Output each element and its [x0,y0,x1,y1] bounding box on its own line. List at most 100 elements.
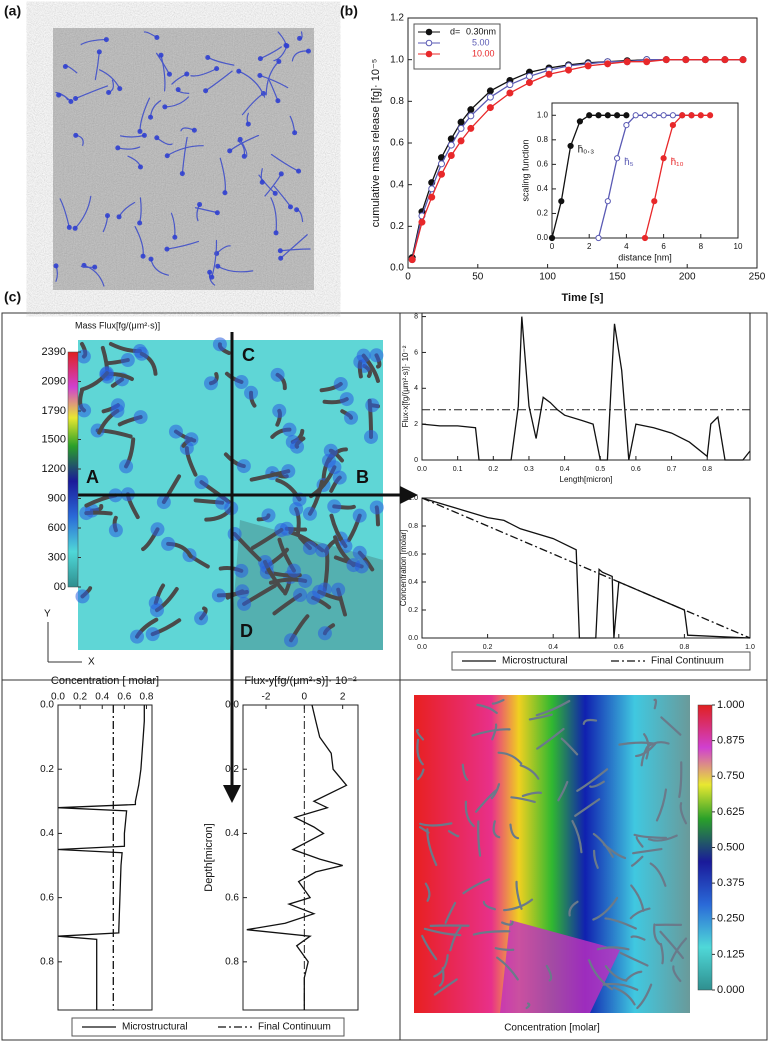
y-axis-label: scaling function [520,139,530,201]
fiber-node [353,546,367,560]
fiber-node [167,72,172,77]
colorbar-tick-label: 600 [48,522,66,534]
series-marker [670,122,675,127]
series-marker [661,156,666,161]
y-tick-label: 0.8 [225,956,239,967]
fiber-node [274,523,288,537]
fiber-node [121,353,135,367]
x-tick-label: 0.5 [595,466,605,473]
panel-label: (b) [340,3,358,19]
legend-marker [426,51,432,57]
fiber-node [184,432,198,446]
fiber-node [97,49,102,54]
x-tick-label: 0.3 [524,466,534,473]
fiber [655,700,656,709]
fiber-node [215,496,229,510]
arrow-head [223,785,241,803]
plot-frame [58,705,152,1010]
fiber-node [290,440,304,454]
colorbar-tick-label: 0.625 [717,806,745,818]
fiber-node [194,475,208,489]
series-marker [615,156,620,161]
x-tick-label: 0.7 [667,466,677,473]
colorbar-tick-label: 2390 [42,346,66,358]
fiber-node [281,464,295,478]
series-marker [702,57,708,63]
fiber-node [197,202,202,207]
fiber-node [79,506,93,520]
fiber-node [357,349,371,363]
series-marker [429,194,435,200]
series-marker [507,90,513,96]
fiber-node [284,43,289,48]
x-tick-label: 4 [624,242,629,251]
colorbar-tick-label: 0.500 [717,841,745,853]
fiber-node [274,230,279,235]
series-marker [439,161,445,167]
x-tick-label: 0.6 [631,466,641,473]
fiber-node [234,375,248,389]
fiber-node [340,392,354,406]
fiber-node [215,264,220,269]
fiber-node [346,558,360,572]
fiber-node [237,597,251,611]
y-tick-label: 0.0 [40,700,54,711]
series-marker [652,199,657,204]
fiber-node [106,90,111,95]
legend-title: d= [450,26,460,36]
y-tick-label: 0.4 [225,828,239,839]
fiber-node [184,72,189,77]
fiber-node [244,386,258,400]
series-marker [487,105,493,111]
fiber-node [278,256,283,261]
fiber-node [353,509,367,523]
fiber-node [134,410,148,424]
series-marker [642,113,647,118]
series-marker [740,57,746,63]
y-tick-label: 6 [414,349,418,356]
fiber-node [213,337,227,351]
series-marker [559,199,564,204]
series-marker [661,113,666,118]
series-marker [680,113,685,118]
fiber-node [278,248,283,253]
fiber-node [117,214,122,219]
series-marker [507,82,513,88]
series-marker [448,153,454,159]
fiber-node [292,130,297,135]
series-marker [468,125,474,131]
y-tick-label: 0.2 [408,607,418,614]
fiber-node [237,459,251,473]
fiber-node [117,86,122,91]
fiber-node [324,444,338,458]
plot-frame [422,313,750,460]
fiber-node [135,347,149,361]
fiber-node [115,145,120,150]
point-label: D [240,621,253,641]
fiber-node [282,423,296,437]
y-tick-label: 0.2 [390,221,404,232]
fiber-node [161,537,175,551]
x-tick-label: 0.2 [73,692,87,703]
fiber-node [279,171,284,176]
y-tick-label: 0.2 [537,209,549,218]
x-axis-label: Time [s] [562,292,604,304]
colorbar [68,352,78,587]
fiber-node [154,135,159,140]
fiber-node [154,35,159,40]
fiber-node [63,64,68,69]
colorbar-tick-label: 0.125 [717,948,745,960]
colorbar-tick-label: 0.000 [717,984,745,996]
fiber-node [293,588,307,602]
fiber-node [192,128,197,133]
series-marker [624,59,630,65]
fiber-node [165,153,170,158]
y-tick-label: 0.6 [40,892,54,903]
x-tick-label: -2 [262,692,271,703]
series-marker [566,67,572,73]
y-tick-label: 0.0 [537,233,549,242]
fiber-node [294,207,299,212]
fiber-node [73,226,78,231]
x-tick-label: 0.6 [117,692,131,703]
